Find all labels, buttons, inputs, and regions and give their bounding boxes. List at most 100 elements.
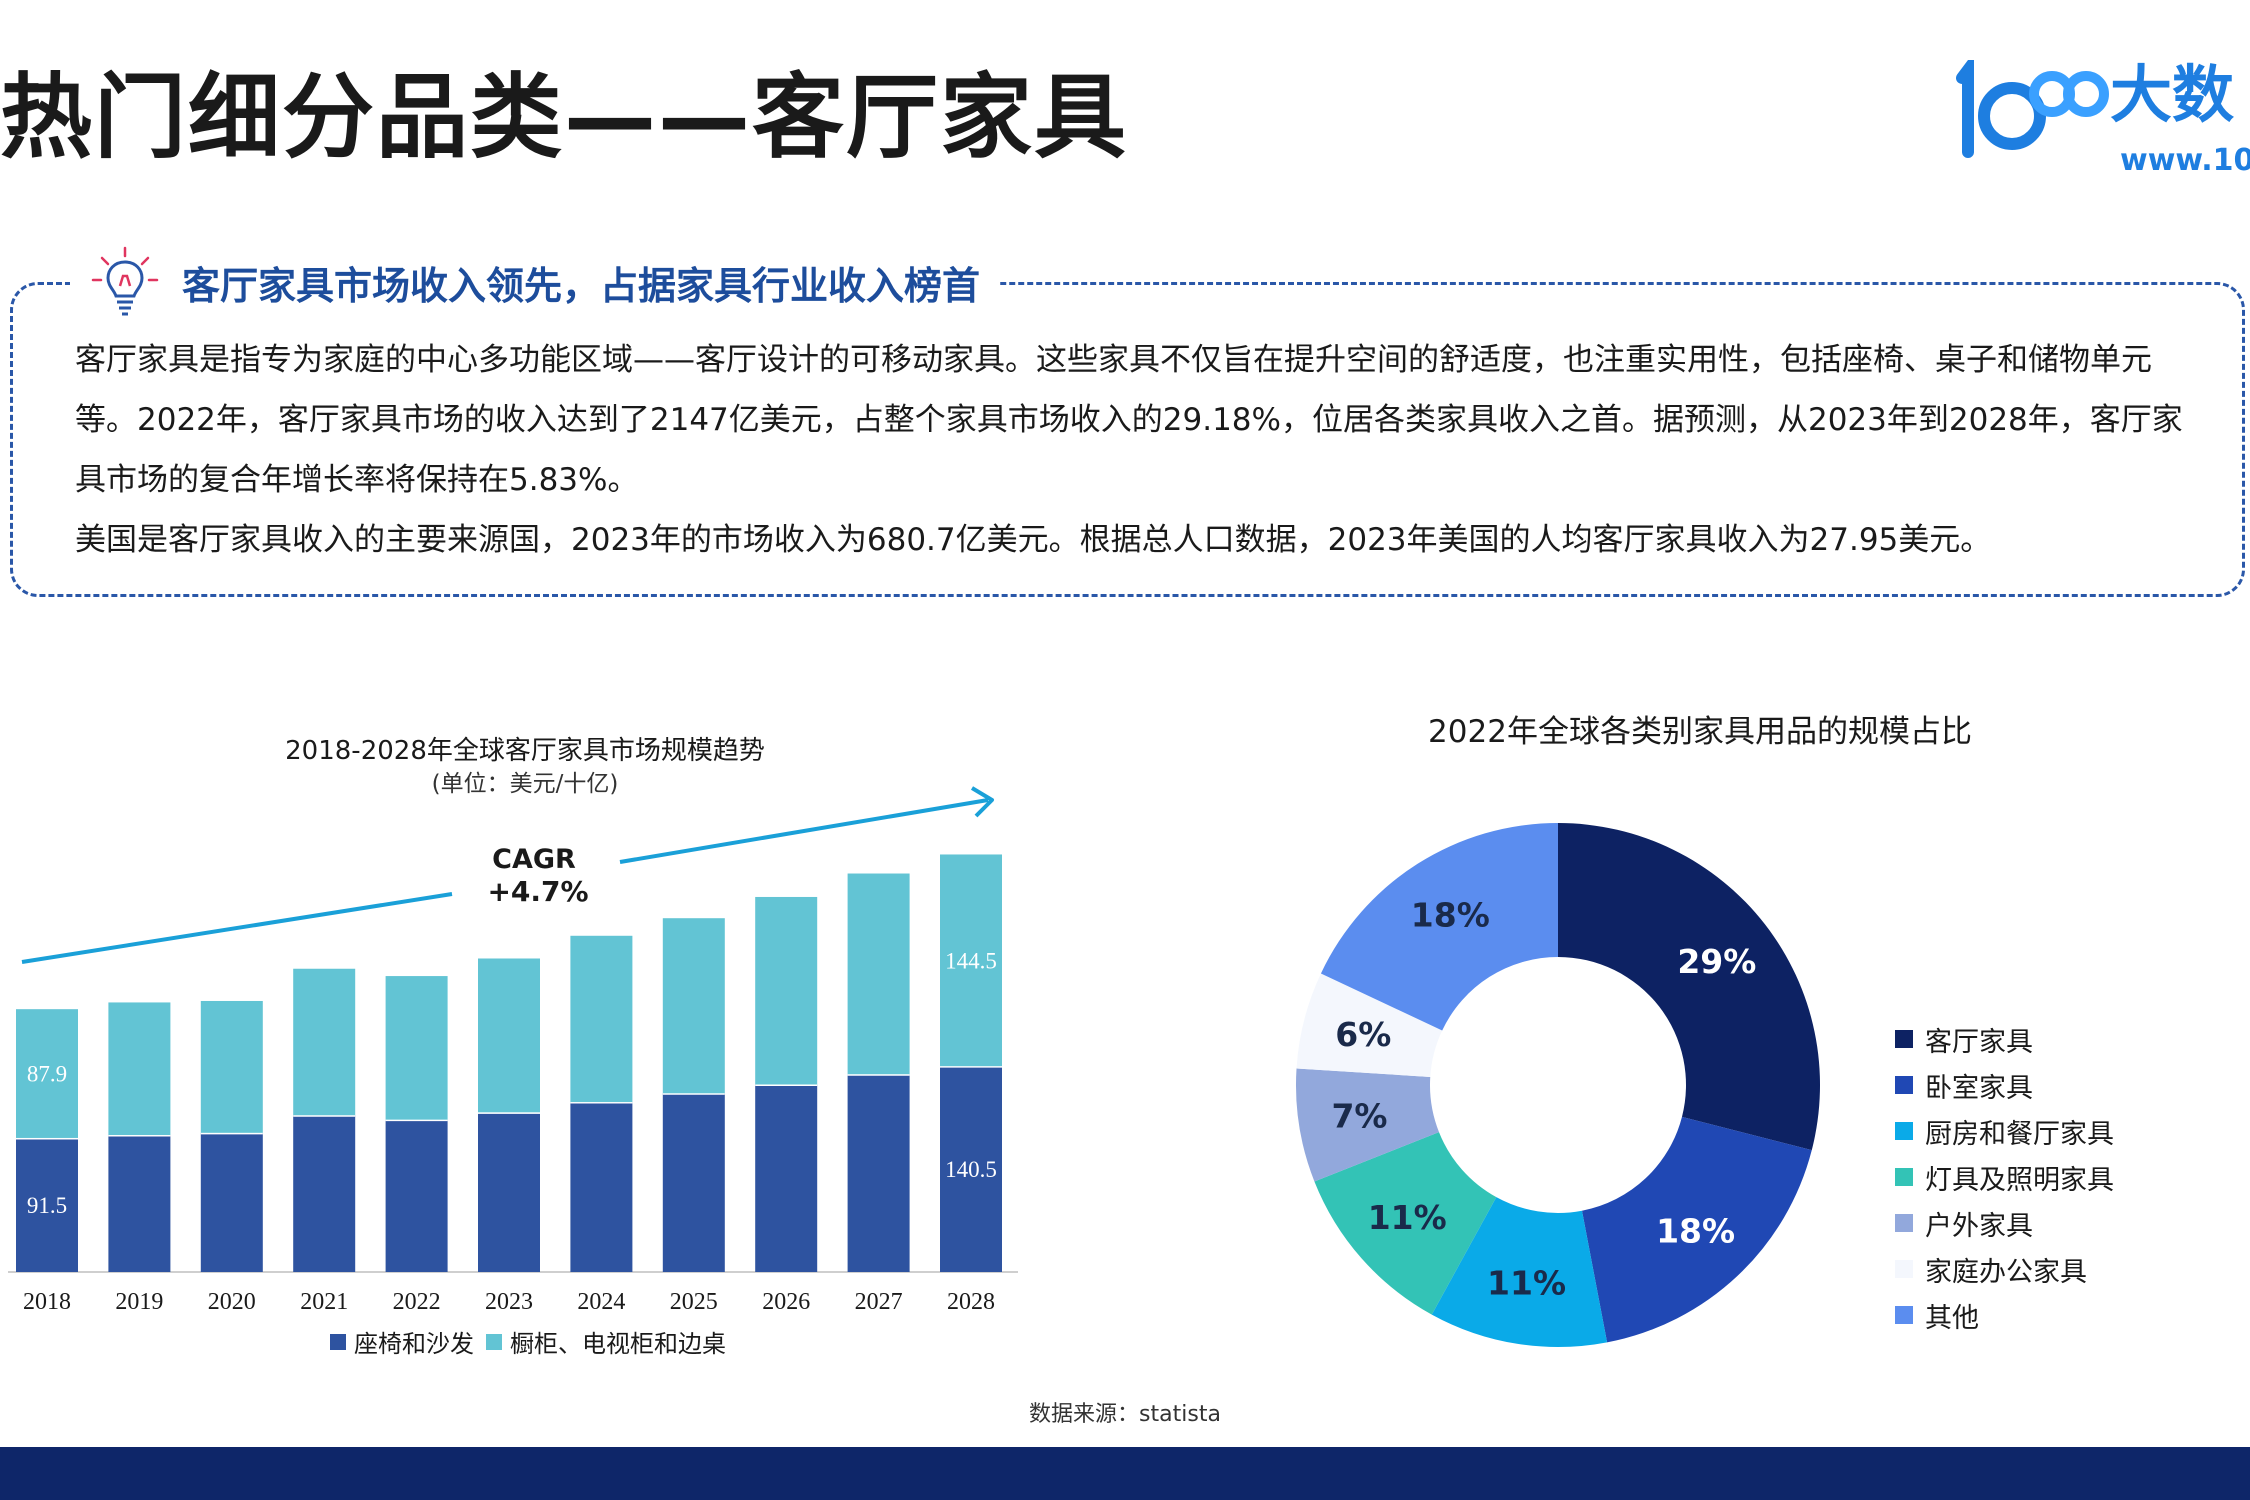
legend-item: 客厅家具: [1895, 1016, 2114, 1062]
data-label: 144.5: [945, 948, 997, 973]
footer-bar: [0, 1447, 2250, 1500]
logo-word: 大数: [2110, 58, 2235, 131]
legend-swatch: [486, 1333, 502, 1350]
donut-chart: 29% 18% 11% 11% 7% 6% 18%: [1296, 823, 1820, 1347]
bar-chart-subtitle: (单位：美元/十亿): [431, 771, 619, 797]
legend-item: 灯具及照明家具: [1895, 1154, 2114, 1200]
legend-swatch: [1895, 1214, 1913, 1232]
lightbulb-icon: [91, 246, 159, 316]
arrow-head-icon: [970, 786, 994, 818]
bar-2019-cabinets: [108, 1002, 171, 1136]
x-tick-label: 2026: [762, 1289, 810, 1315]
bar-2018-cabinets: [16, 1009, 78, 1138]
slice-2: [1581, 1116, 1812, 1343]
x-tick-label: 2024: [577, 1289, 625, 1315]
cagr-label: CAGR: [492, 844, 576, 875]
slice-label: 11%: [1368, 1198, 1447, 1237]
legend-swatch: [330, 1333, 346, 1350]
callout-body: 客厅家具是指专为家庭的中心多功能区域——客厅设计的可移动家具。这些家具不仅旨在提…: [75, 330, 2195, 570]
x-tick-label: 2020: [208, 1289, 256, 1315]
bar-2022-cabinets: [385, 976, 448, 1120]
legend-item: 户外家具: [1895, 1200, 2114, 1246]
x-tick-label: 2019: [115, 1289, 163, 1315]
legend-item: 家庭办公家具: [1895, 1246, 2114, 1292]
data-source: 数据来源：statista: [1029, 1402, 1221, 1427]
legend-label: 卧室家具: [1925, 1072, 2033, 1104]
trend-line: [21, 892, 453, 964]
bar-2025-seating: [662, 1093, 725, 1272]
bar-2022-seating: [385, 1119, 448, 1272]
slice-1: [1558, 823, 1820, 1151]
slice-label: 7%: [1331, 1096, 1387, 1135]
legend-swatch: [1895, 1168, 1913, 1186]
data-label: 91.5: [27, 1193, 67, 1218]
bar-2024-seating: [570, 1102, 633, 1272]
donut-chart-legend: 客厅家具卧室家具厨房和餐厅家具 灯具及照明家具 户外家具家庭办公家具 其他: [1895, 1016, 2114, 1338]
bar-2023-seating: [478, 1112, 540, 1272]
slice-label: 6%: [1335, 1015, 1391, 1054]
bar-chart: 2018 2019 2020 2021 2022 2023 2024 2025 2026 2027…: [8, 786, 1018, 1315]
bar-2024-cabinets: [570, 935, 633, 1103]
bar-chart-title: 2018-2028年全球客厅家具市场规模趋势: [285, 736, 765, 766]
legend-label: 其他: [1925, 1302, 1979, 1334]
legend-swatch: [1895, 1030, 1913, 1048]
callout-paragraph-2: 美国是客厅家具收入的主要来源国，2023年的市场收入为680.7亿美元。根据总人…: [75, 522, 1992, 558]
bar-2027-cabinets: [847, 873, 910, 1075]
x-tick-label: 2025: [670, 1289, 718, 1315]
logo-url: www.10: [2120, 143, 2250, 178]
legend-item-cabinets: 橱柜、电视柜和边桌: [486, 1324, 726, 1359]
legend-swatch: [1895, 1122, 1913, 1140]
bar-2028-cabinets: [940, 854, 1002, 1067]
slice-3: [1431, 1197, 1608, 1347]
legend-swatch: [1895, 1306, 1913, 1324]
bar-2020-seating: [200, 1132, 263, 1272]
legend-swatch: [1895, 1076, 1913, 1094]
brand-logo: 大数 www.10: [1950, 60, 2250, 180]
slice-label: 29%: [1677, 942, 1756, 981]
legend-label: 座椅和沙发: [354, 1330, 474, 1358]
legend-label: 家庭办公家具: [1925, 1256, 2087, 1288]
callout-paragraph-1: 客厅家具是指专为家庭的中心多功能区域——客厅设计的可移动家具。这些家具不仅旨在提…: [75, 342, 2183, 498]
bar-2023-cabinets: [478, 958, 540, 1113]
bar-2027-seating: [847, 1074, 910, 1272]
legend-label: 客厅家具: [1925, 1026, 2033, 1058]
cagr-value: +4.7%: [487, 875, 588, 908]
x-tick-label: 2018: [23, 1289, 71, 1315]
donut-chart-title: 2022年全球各类别家具用品的规模占比: [1428, 714, 1972, 750]
x-tick-label: 2023: [485, 1289, 533, 1315]
x-tick-label: 2027: [855, 1289, 903, 1315]
bar-chart-legend: 座椅和沙发 橱柜、电视柜和边桌: [330, 1324, 738, 1359]
callout-heading: 客厅家具市场收入领先，占据家具行业收入榜首: [182, 263, 981, 308]
legend-label: 灯具及照明家具: [1925, 1164, 2114, 1196]
data-label: 87.9: [27, 1062, 67, 1087]
bar-2026-cabinets: [755, 896, 818, 1085]
page-title: 热门细分品类——客厅家具: [0, 64, 1129, 171]
slice-label: 11%: [1487, 1264, 1566, 1303]
slice-label: 18%: [1656, 1212, 1735, 1251]
bar-2028-seating: [940, 1066, 1002, 1272]
legend-label: 厨房和餐厅家具: [1925, 1118, 2114, 1150]
legend-item: 其他: [1895, 1292, 2114, 1338]
bar-2021-seating: [293, 1115, 356, 1272]
legend-item: 厨房和餐厅家具: [1895, 1108, 2114, 1154]
callout-box: [10, 282, 2245, 597]
legend-label: 橱柜、电视柜和边桌: [510, 1330, 726, 1358]
bar-2021-cabinets: [293, 968, 356, 1116]
logo-mark-icon: [1956, 60, 2109, 158]
bar-2019-seating: [108, 1135, 171, 1272]
trend-arrow-line: [619, 798, 989, 864]
x-tick-label: 2021: [300, 1289, 348, 1315]
legend-item: 卧室家具: [1895, 1062, 2114, 1108]
slice-5: [1296, 1068, 1439, 1182]
legend-item-seating: 座椅和沙发: [330, 1324, 474, 1359]
legend-label: 户外家具: [1925, 1210, 2033, 1242]
callout-header: 客厅家具市场收入领先，占据家具行业收入榜首: [70, 236, 1001, 328]
bar-2025-cabinets: [662, 918, 725, 1094]
data-label: 140.5: [945, 1157, 997, 1182]
x-tick-label: 2022: [393, 1289, 441, 1315]
bar-2026-seating: [755, 1084, 818, 1272]
slice-6: [1296, 973, 1443, 1077]
slice-4: [1314, 1132, 1497, 1315]
bar-2018-seating: [16, 1137, 78, 1272]
x-tick-label: 2028: [947, 1289, 995, 1315]
